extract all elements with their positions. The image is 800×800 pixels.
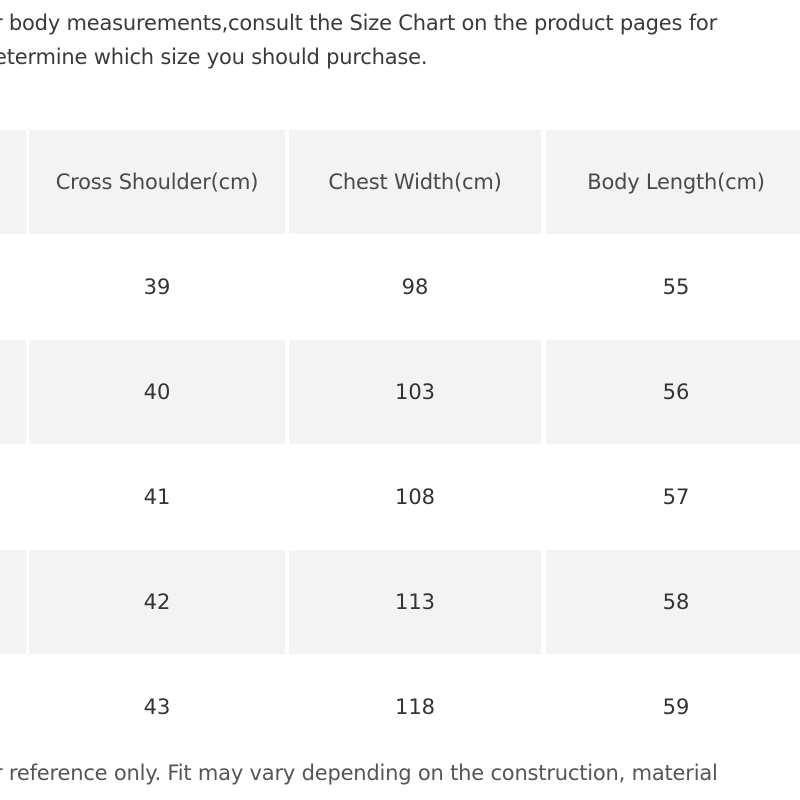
cell-cross-shoulder: 42 xyxy=(29,550,285,654)
size-table: Cross Shoulder(cm) Chest Width(cm) Body … xyxy=(0,130,800,760)
cell-size xyxy=(0,235,26,339)
table-row: 42 113 58 xyxy=(0,550,800,654)
cell-cross-shoulder: 43 xyxy=(29,655,285,759)
cell-size xyxy=(0,550,26,654)
header-size xyxy=(0,130,26,234)
cell-body-length: 59 xyxy=(546,655,800,759)
table-row: 41 108 57 xyxy=(0,445,800,549)
table-row: 40 103 56 xyxy=(0,340,800,444)
header-chest-width: Chest Width(cm) xyxy=(289,130,541,234)
cell-chest-width: 103 xyxy=(289,340,541,444)
table-row: 39 98 55 xyxy=(0,235,800,339)
cell-body-length: 58 xyxy=(546,550,800,654)
cell-chest-width: 113 xyxy=(289,550,541,654)
header-body-length: Body Length(cm) xyxy=(546,130,800,234)
cell-cross-shoulder: 40 xyxy=(29,340,285,444)
cell-size xyxy=(0,340,26,444)
cell-cross-shoulder: 39 xyxy=(29,235,285,339)
footnote-text: r reference only. Fit may vary depending… xyxy=(0,756,800,790)
table-header-row: Cross Shoulder(cm) Chest Width(cm) Body … xyxy=(0,130,800,234)
cell-chest-width: 118 xyxy=(289,655,541,759)
intro-text: r body measurements,consult the Size Cha… xyxy=(0,6,800,74)
footnote-line: r reference only. Fit may vary depending… xyxy=(0,761,718,785)
cell-body-length: 55 xyxy=(546,235,800,339)
table-row: 43 118 59 xyxy=(0,655,800,759)
cell-chest-width: 108 xyxy=(289,445,541,549)
cell-body-length: 56 xyxy=(546,340,800,444)
cell-size xyxy=(0,655,26,759)
cell-body-length: 57 xyxy=(546,445,800,549)
header-cross-shoulder: Cross Shoulder(cm) xyxy=(29,130,285,234)
intro-line-2: etermine which size you should purchase. xyxy=(0,45,428,69)
cell-size xyxy=(0,445,26,549)
cell-cross-shoulder: 41 xyxy=(29,445,285,549)
cell-chest-width: 98 xyxy=(289,235,541,339)
intro-line-1: r body measurements,consult the Size Cha… xyxy=(0,11,718,35)
